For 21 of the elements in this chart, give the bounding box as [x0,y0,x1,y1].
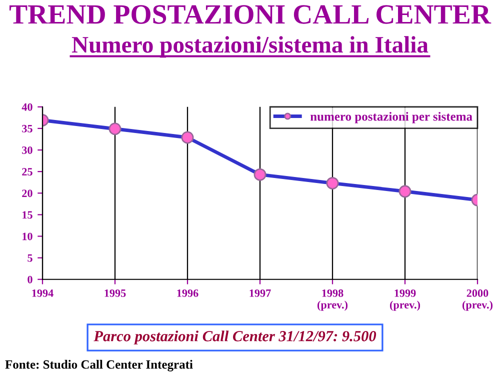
chart-subtitle: Numero postazioni/sistema in Italia [72,36,428,58]
y-tick-label: 40 [22,103,32,111]
x-tick-label: 1994 [32,289,54,297]
y-tick-label: 30 [22,146,32,154]
x-tick-label: 1996 [177,289,198,297]
y-tick-label: 5 [28,254,32,262]
x-tick-label: 1997 [250,289,271,297]
x-tick-label: 1999 (prev.) [390,289,420,311]
legend-label: numero postazioni per sistema [310,112,472,124]
source-note: Fonte: Studio Call Center Integrati [5,360,193,372]
x-tick-label: 1998 (prev.) [318,289,348,311]
x-tick-label: 2000 (prev.) [462,289,492,311]
y-tick-label: 25 [22,168,32,176]
text: Parco postazioni Call Center 31/12/97: 9.500 [94,330,376,344]
y-tick-label: 10 [22,232,32,240]
x-tick-label: 1995 [104,289,126,297]
y-tick-label: 0 [28,276,32,284]
y-tick-label: 20 [22,190,32,198]
y-tick-label: 35 [22,124,32,132]
chart-title: TREND POSTAZIONI CALL CENTER [10,5,492,24]
y-tick-label: 15 [22,211,32,219]
